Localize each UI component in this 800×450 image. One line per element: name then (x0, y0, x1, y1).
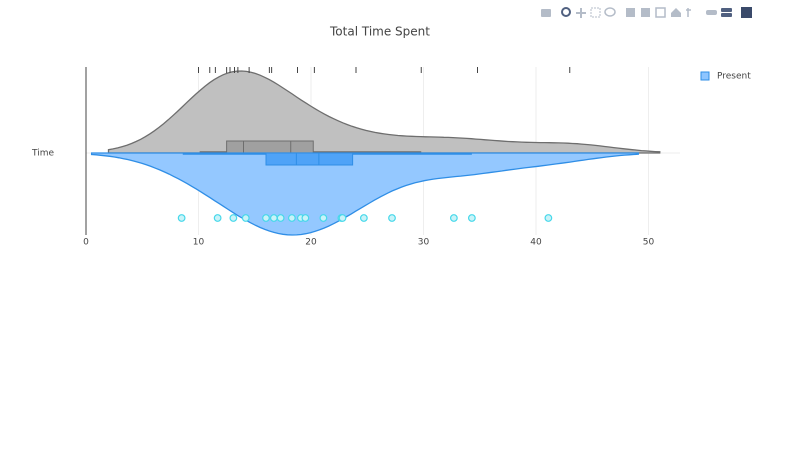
x-tick-label: 10 (193, 238, 205, 248)
hover-compare-button[interactable] (721, 8, 732, 12)
point (544, 214, 553, 222)
point (269, 214, 278, 222)
box-select-button[interactable] (590, 7, 601, 18)
box (265, 152, 354, 166)
legend-swatch (700, 71, 710, 81)
point (287, 214, 296, 222)
plotly-logo[interactable] (741, 7, 752, 18)
x-tick-label: 50 (643, 238, 655, 248)
violin-body (107, 70, 661, 154)
point (262, 214, 270, 222)
point (388, 214, 396, 222)
chart-title: Total Time Spent (329, 25, 430, 39)
lasso-button[interactable] (604, 7, 616, 17)
point (241, 214, 250, 222)
box (226, 140, 314, 154)
point (229, 214, 238, 222)
x-tick-label: 20 (305, 238, 317, 248)
x-tick-label: 40 (530, 238, 542, 248)
point (359, 214, 368, 222)
point (276, 214, 285, 222)
camera-button[interactable] (541, 9, 551, 17)
plot-area: 0 10 20 30 40 50 Time Present (31, 67, 751, 248)
point (301, 214, 310, 222)
legend-label: Present (717, 72, 751, 82)
toolbar (541, 7, 752, 18)
x-tick-label: 30 (418, 238, 430, 248)
zoom-button[interactable] (561, 7, 571, 17)
point (177, 214, 186, 222)
point (213, 214, 222, 222)
autoscale-button[interactable] (655, 7, 666, 18)
point (319, 214, 328, 222)
y-tick-label: Time (31, 149, 54, 159)
reset-button[interactable] (671, 8, 681, 17)
pan-button[interactable] (576, 8, 586, 18)
point (338, 214, 347, 222)
point (467, 214, 476, 222)
hover-closest-button[interactable] (706, 10, 717, 15)
zoom-out-button[interactable] (641, 8, 650, 17)
violin-body (90, 152, 640, 236)
point (449, 214, 458, 222)
zoom-in-button[interactable] (626, 8, 635, 17)
spike-button[interactable] (686, 8, 691, 17)
x-tick-label: 0 (83, 238, 89, 248)
